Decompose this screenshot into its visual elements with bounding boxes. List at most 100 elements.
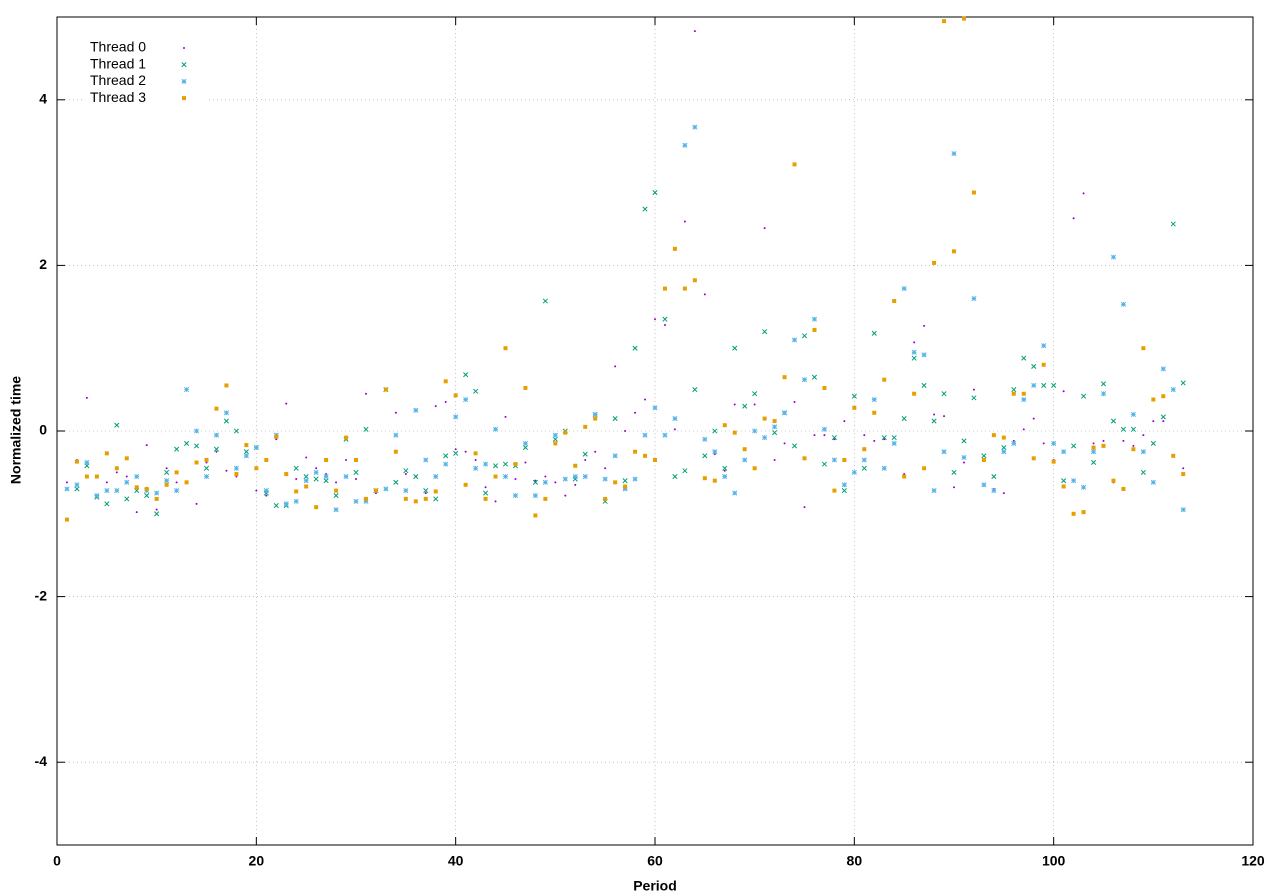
y-axis-label: Normalized time [8,376,24,484]
point [1140,449,1146,455]
point [603,496,608,501]
point [693,30,696,33]
point [792,162,797,167]
point [1170,387,1176,393]
point [355,478,357,481]
point [931,488,937,494]
point [335,481,338,484]
point [871,396,877,403]
point [1100,391,1107,397]
point [821,426,827,432]
point [184,440,190,446]
point [84,474,89,479]
point [204,457,209,462]
point [762,435,768,441]
point [94,493,100,499]
point [164,482,169,487]
legend-marker [181,78,187,84]
point [712,478,717,483]
point [991,473,997,480]
point [1041,343,1047,349]
point [1032,417,1035,420]
point [243,449,249,455]
point [443,461,449,467]
point [643,453,648,458]
point [953,486,955,489]
point [453,450,459,456]
point [971,190,976,195]
point [981,453,987,459]
point [732,490,738,496]
point [881,435,887,441]
point [822,385,827,390]
point [801,377,808,383]
point [244,443,249,448]
point [344,435,349,440]
point [891,440,897,446]
x-tick-label: 0 [53,853,61,869]
point [1011,391,1016,396]
point [1021,355,1027,361]
point [554,481,557,484]
point [911,355,917,361]
point [1062,390,1065,393]
point [294,489,299,494]
point [782,410,788,416]
point [861,457,867,463]
point [851,393,857,399]
point [493,474,498,479]
point [74,482,80,488]
point [614,365,617,368]
point [215,450,218,453]
point [233,428,239,434]
point [573,463,578,468]
point [154,490,160,496]
point [403,496,408,501]
point [483,490,489,496]
point [473,465,479,471]
point [134,473,140,480]
point [1101,443,1106,448]
point [124,496,130,502]
point [114,488,120,494]
point [642,206,648,212]
point [403,468,409,474]
point [722,473,728,480]
point [841,482,847,488]
point [434,405,437,408]
point [913,341,916,344]
point [922,466,927,471]
legend-marker [182,96,186,101]
point [94,474,99,479]
point [543,496,548,501]
y-tick-label: 0 [39,422,47,438]
point [1090,449,1097,455]
point [1082,192,1085,195]
point [742,403,748,409]
x-tick-label: 80 [847,853,863,869]
point [901,416,907,422]
point [184,480,189,485]
point [622,478,628,484]
point [1081,484,1087,490]
point [74,459,79,464]
point [732,345,738,351]
point [722,465,728,471]
point [1041,362,1046,367]
point [213,446,220,452]
point [115,471,118,474]
point [991,488,997,494]
point [831,457,837,463]
point [931,418,937,424]
point [274,434,279,439]
point [911,349,917,355]
point [175,481,178,484]
point [1141,346,1146,351]
point [572,473,578,480]
point [1160,414,1166,420]
point [164,478,170,484]
point [363,496,368,501]
point [524,461,527,464]
point [1001,445,1007,451]
point [542,298,548,304]
